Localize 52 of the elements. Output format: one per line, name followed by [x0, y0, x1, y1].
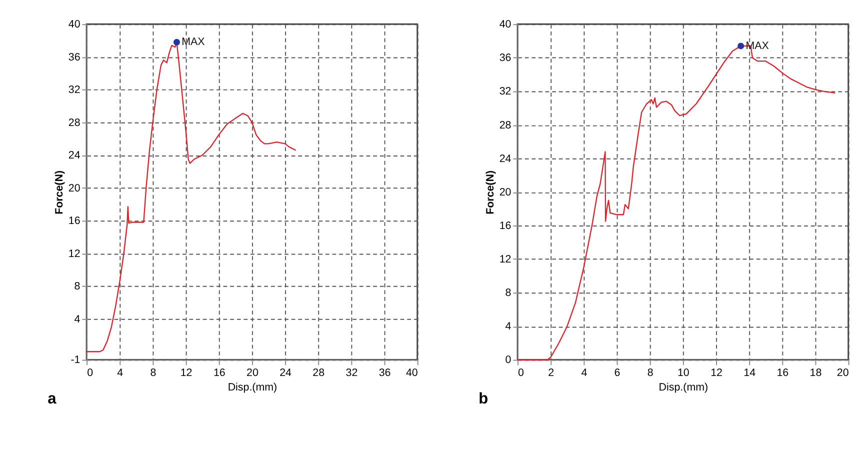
y-tick-label: 16 — [499, 220, 512, 232]
x-tick-label: 18 — [810, 366, 822, 379]
y-tick-label: 24 — [68, 150, 80, 162]
x-tick-label: 14 — [744, 366, 756, 379]
x-tick-label: 20 — [246, 366, 258, 379]
text: b — [478, 390, 488, 408]
x-tick-label: 12 — [710, 366, 723, 379]
x-tick-label: 16 — [776, 366, 789, 379]
x-tick-label: 0 — [518, 366, 524, 379]
y-tick-label: 40 — [499, 18, 512, 31]
x-tick-label: 4 — [117, 366, 124, 379]
x-tick-label: 16 — [213, 366, 226, 379]
y-tick-label: 8 — [505, 287, 512, 300]
x-tick-label: 24 — [280, 366, 292, 379]
y-tick-label: 16 — [68, 215, 80, 228]
y-tick-label: 40 — [68, 18, 80, 31]
x-tick-label: 8 — [150, 366, 156, 379]
x-tick-label: 12 — [180, 366, 192, 379]
y-tick-label: 28 — [499, 119, 512, 132]
y-tick-label: 36 — [68, 51, 80, 64]
x-axis-title: Disp.(mm) — [658, 381, 708, 394]
y-tick-label: 32 — [499, 86, 512, 98]
x-tick-label: 2 — [548, 366, 554, 379]
x-axis-title: Disp.(mm) — [228, 381, 278, 394]
x-tick-label: 40 — [406, 366, 418, 379]
x-tick-label: 0 — [87, 366, 94, 379]
text: a — [48, 390, 57, 408]
y-axis-title: Force(N) — [54, 170, 66, 214]
x-tick-label: 36 — [378, 366, 391, 379]
y-tick-label: 0 — [505, 354, 512, 366]
y-tick-label: 4 — [505, 320, 512, 333]
y-tick-label: 8 — [74, 280, 80, 293]
y-tick-label: 12 — [499, 254, 512, 266]
y-tick-label: -1 — [70, 354, 80, 366]
x-tick-label: 6 — [614, 366, 620, 379]
x-tick-label: 10 — [677, 366, 690, 379]
x-tick-label: 20 — [836, 366, 849, 379]
y-axis-title: Force(N) — [484, 170, 496, 214]
y-tick-label: 20 — [68, 182, 80, 194]
y-tick-label: 28 — [68, 116, 80, 129]
annotation: MAX — [746, 40, 769, 52]
y-tick-label: 36 — [499, 52, 512, 64]
y-tick-label: 20 — [499, 186, 512, 198]
y-tick-label: 4 — [74, 313, 80, 326]
x-tick-label: 28 — [312, 366, 325, 379]
x-tick-label: 32 — [346, 366, 358, 379]
y-tick-label: 12 — [68, 248, 80, 260]
x-tick-label: 8 — [647, 366, 654, 379]
y-tick-label: 32 — [68, 84, 80, 96]
x-tick-label: 4 — [581, 366, 588, 379]
annotation: MAX — [182, 36, 205, 48]
y-tick-label: 24 — [499, 152, 512, 165]
